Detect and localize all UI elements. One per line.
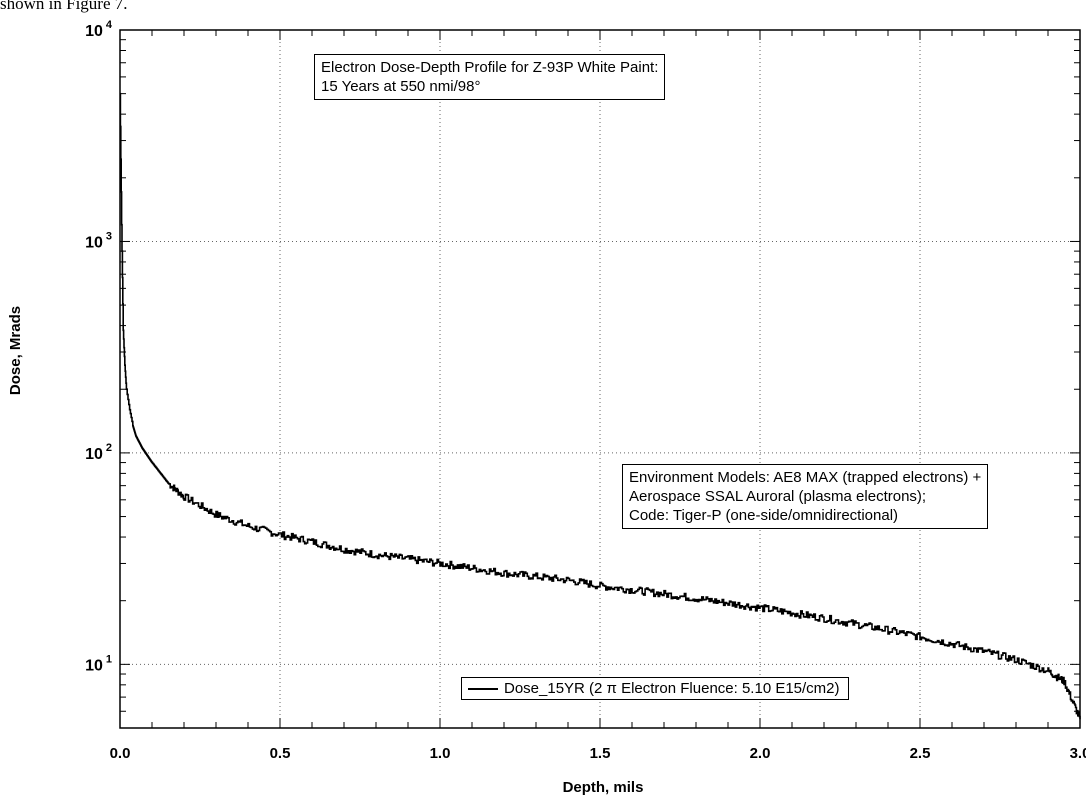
- chart-title-box: Electron Dose-Depth Profile for Z-93P Wh…: [314, 54, 666, 100]
- y-tick-label: 10 1: [85, 653, 112, 674]
- annotation-line-1: Environment Models: AE8 MAX (trapped ele…: [629, 469, 982, 486]
- x-tick-label: 2.0: [750, 745, 771, 762]
- y-axis-label: Dose, Mrads: [7, 305, 25, 395]
- x-tick-label: 0.0: [110, 745, 131, 762]
- legend-label: Dose_15YR (2 π Electron Fluence: 5.10 E1…: [504, 680, 840, 697]
- top-caption: shown in Figure 7.: [0, 0, 128, 13]
- x-axis-label: Depth, mils: [562, 779, 644, 796]
- annotation-line-3: Code: Tiger-P (one-side/omnidirectional): [629, 507, 899, 524]
- y-tick-label: 10 4: [85, 19, 113, 40]
- x-tick-label: 2.5: [910, 745, 931, 762]
- annotation-box: Environment Models: AE8 MAX (trapped ele…: [622, 464, 989, 529]
- legend-swatch: [468, 687, 498, 690]
- x-tick-label: 3.0: [1070, 745, 1086, 762]
- legend: Dose_15YR (2 π Electron Fluence: 5.10 E1…: [461, 677, 849, 700]
- x-tick-label: 0.5: [270, 745, 291, 762]
- series-line: [119, 92, 1081, 720]
- y-tick-label: 10 2: [85, 442, 112, 463]
- y-tick-label: 10 3: [85, 230, 112, 251]
- series-layer: [119, 92, 1081, 720]
- x-tick-label: 1.0: [430, 745, 451, 762]
- grid-layer: [120, 30, 1080, 728]
- tick-label-layer: 0.0 0.5 1.0 1.5 2.0 2.5 3.0 101 102 103 104: [85, 19, 1086, 762]
- chart-subtitle: 15 Years at 550 nmi/98°: [321, 78, 481, 95]
- annotation-line-2: Aerospace SSAL Auroral (plasma electrons…: [629, 488, 927, 505]
- chart-title: Electron Dose-Depth Profile for Z-93P Wh…: [321, 59, 659, 76]
- x-tick-label: 1.5: [590, 745, 611, 762]
